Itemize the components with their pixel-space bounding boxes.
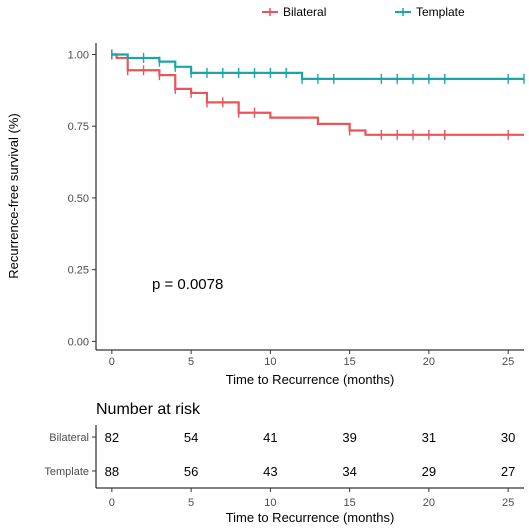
p-value-annotation: p = 0.0078 — [152, 276, 223, 293]
risk-count: 29 — [422, 464, 436, 479]
x-tick-label: 20 — [423, 356, 435, 368]
legend-label-template: Template — [416, 5, 465, 19]
series-layer — [111, 49, 525, 140]
risk-x-tick-label: 20 — [423, 497, 435, 509]
x-tick-label: 10 — [264, 356, 276, 368]
x-tick-label: 15 — [344, 356, 356, 368]
risk-x-tick-label: 0 — [109, 497, 115, 509]
risk-count: 54 — [184, 430, 198, 445]
y-ticks: 0.00 0.25 0.50 0.75 1.00 — [68, 49, 96, 348]
main-axes — [95, 43, 524, 351]
legend-label-bilateral: Bilateral — [283, 5, 326, 19]
x-ticks: 0 5 10 15 20 25 — [109, 350, 514, 368]
legend-item-bilateral: Bilateral — [262, 5, 326, 19]
risk-group-label: Bilateral — [49, 432, 89, 444]
risk-count: 41 — [263, 430, 277, 445]
y-tick-label: 0.00 — [68, 336, 89, 348]
risk-x-tick-label: 5 — [188, 497, 194, 509]
y-tick-label: 1.00 — [68, 49, 89, 61]
y-tick-label: 0.25 — [68, 265, 89, 277]
x-tick-label: 25 — [502, 356, 514, 368]
y-tick-label: 0.75 — [68, 121, 89, 133]
series-bilateral — [111, 49, 524, 140]
risk-count: 88 — [105, 464, 119, 479]
x-axis-title: Time to Recurrence (months) — [226, 372, 395, 387]
risk-x-tick-label: 15 — [344, 497, 356, 509]
risk-count: 30 — [501, 430, 515, 445]
risk-table: 0 5 10 15 20 25 Bilateral 82 54 41 39 31 30 Template 8… — [44, 430, 515, 509]
y-axis-title: Recurrence-free survival (%) — [6, 113, 21, 278]
series-template — [111, 49, 525, 84]
risk-count: 31 — [422, 430, 436, 445]
risk-count: 82 — [105, 430, 119, 445]
legend: Bilateral Template — [262, 5, 465, 19]
x-tick-label: 5 — [188, 356, 194, 368]
y-tick-label: 0.50 — [68, 193, 89, 205]
survival-curve-bilateral — [111, 53, 524, 136]
risk-count: 43 — [263, 464, 277, 479]
risk-x-tick-label: 25 — [502, 497, 514, 509]
risk-count: 39 — [342, 430, 356, 445]
risk-count: 27 — [501, 464, 515, 479]
risk-table-axes — [95, 425, 524, 489]
legend-item-template: Template — [395, 5, 465, 19]
risk-group-label: Template — [44, 466, 89, 478]
x-tick-label: 0 — [109, 356, 115, 368]
risk-table-title: Number at risk — [96, 401, 201, 418]
risk-x-tick-label: 10 — [264, 497, 276, 509]
risk-count: 34 — [342, 464, 356, 479]
risk-x-axis-title: Time to Recurrence (months) — [226, 510, 395, 525]
risk-count: 56 — [184, 464, 198, 479]
